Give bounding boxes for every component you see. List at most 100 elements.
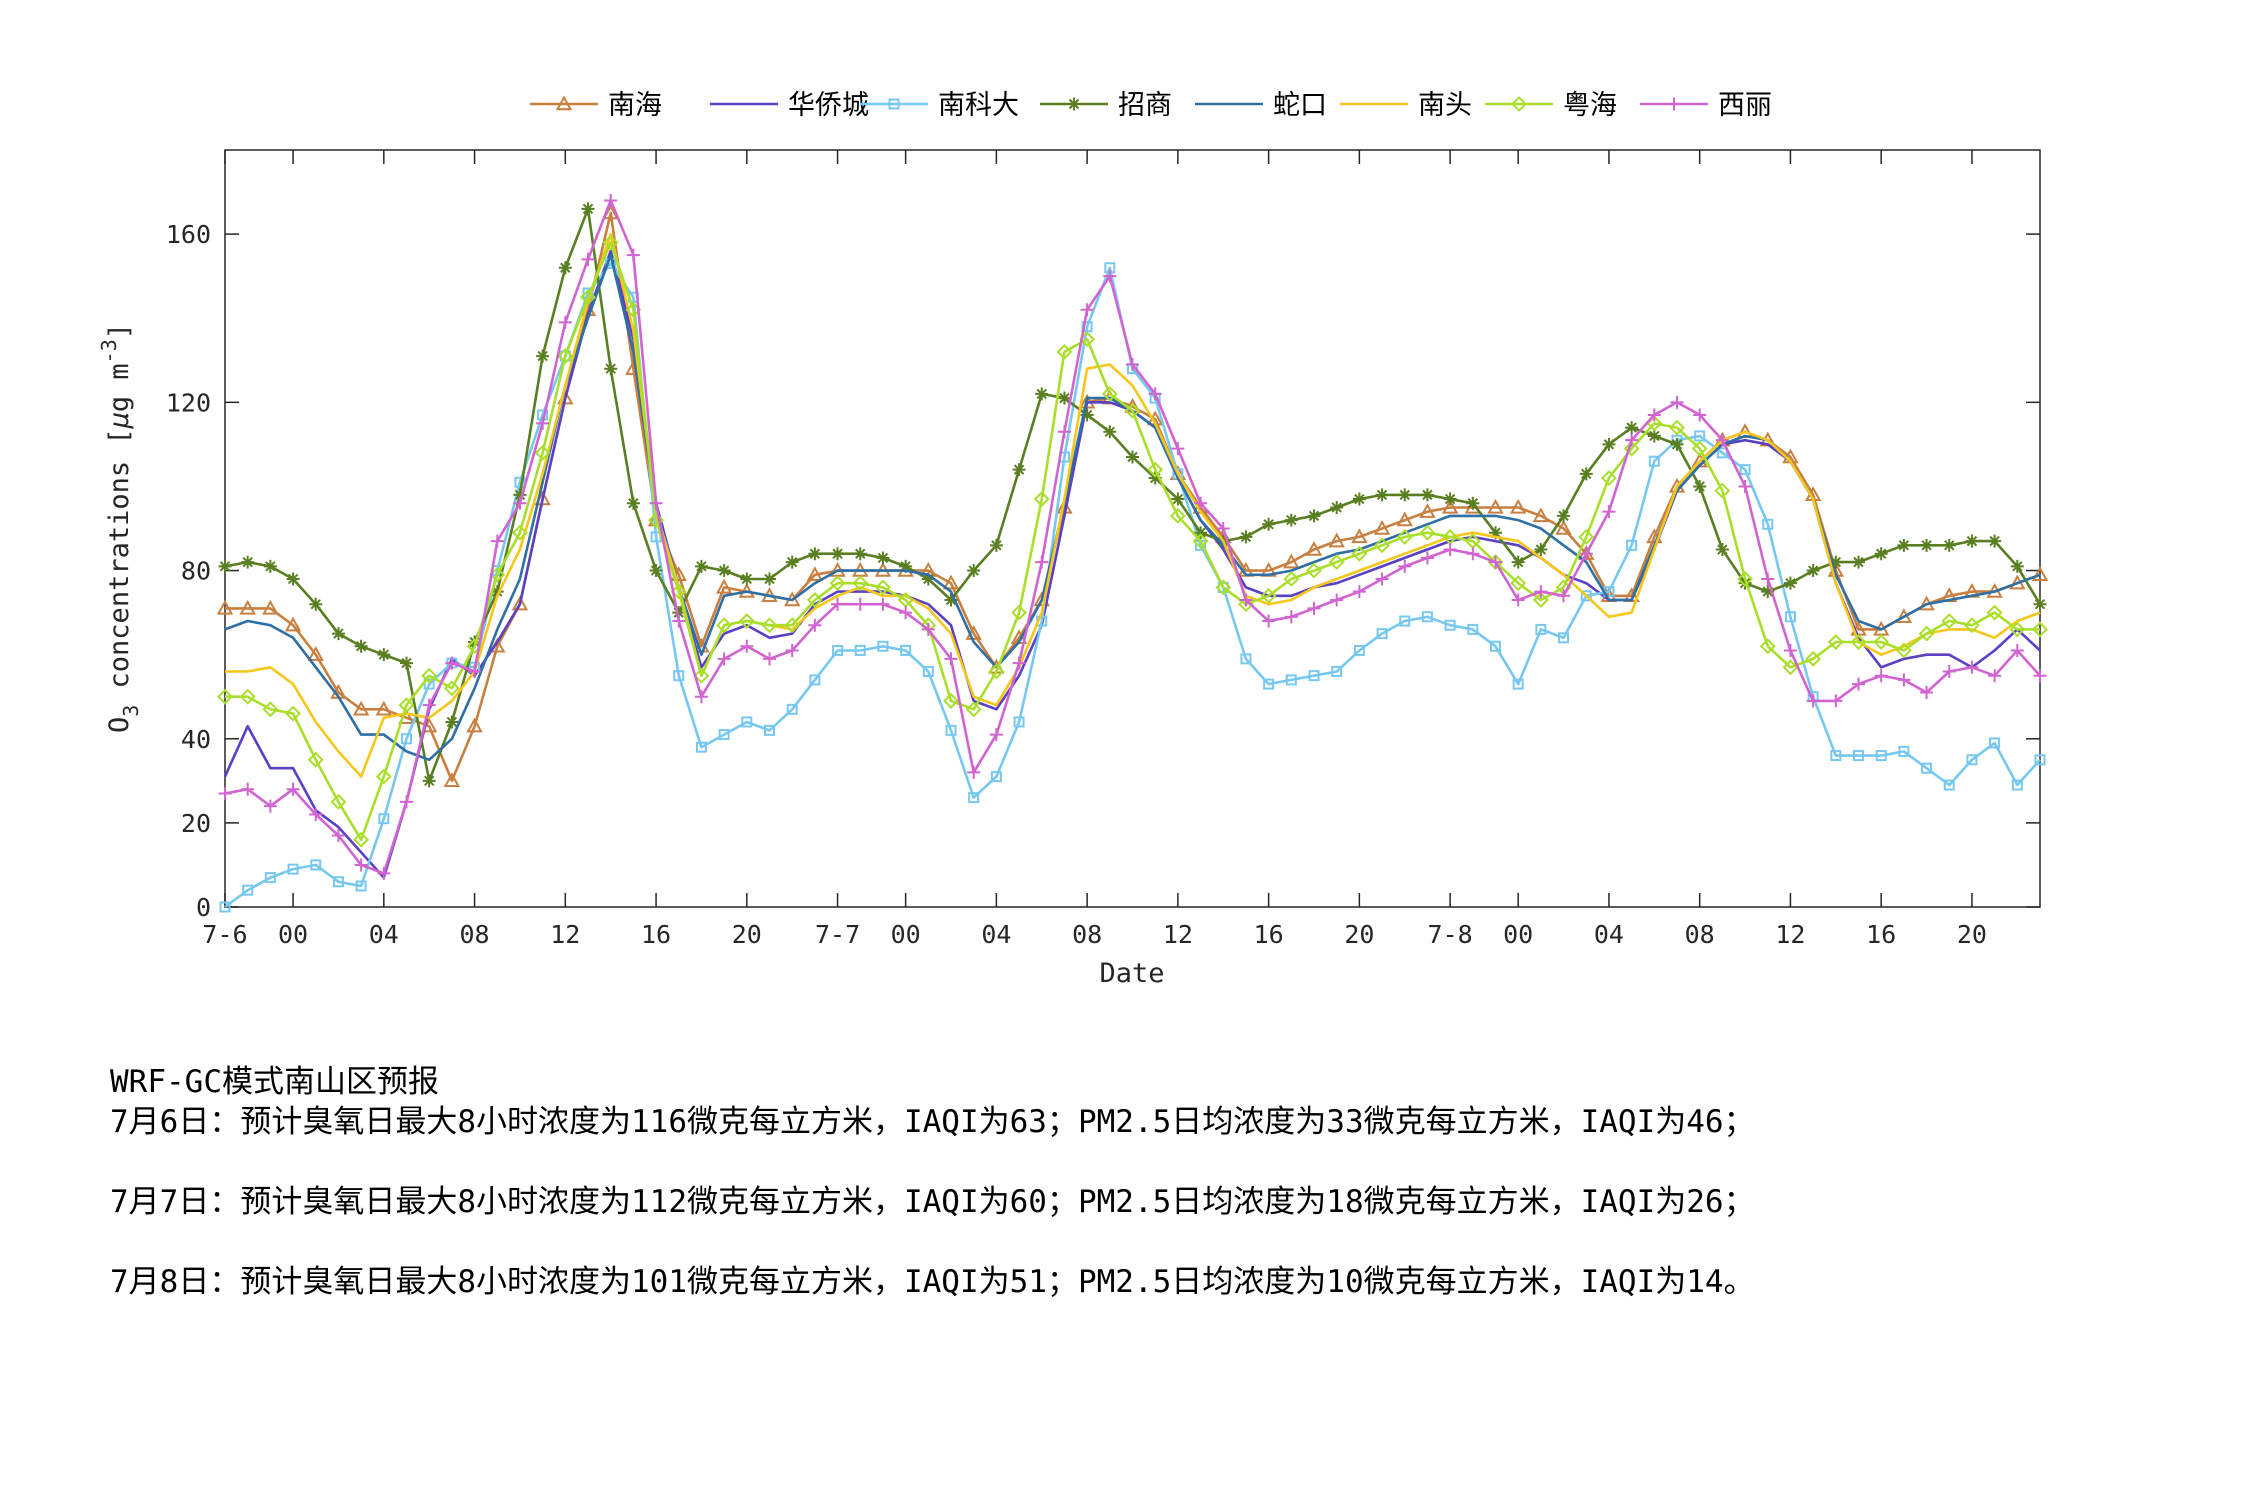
data-point <box>1013 716 1025 728</box>
data-point <box>309 597 323 611</box>
data-point <box>1194 496 1208 510</box>
data-point <box>1669 419 1685 436</box>
data-point <box>853 597 867 611</box>
data-point <box>1420 488 1434 502</box>
x-tick-label: 7-6 <box>202 920 247 949</box>
data-point <box>490 585 504 599</box>
svg-text:O3 concentrations [μg m-3]: O3 concentrations [μg m-3] <box>97 323 143 733</box>
data-point <box>1827 634 1844 650</box>
data-point <box>1487 498 1504 514</box>
data-point <box>944 652 958 666</box>
data-point <box>1217 581 1229 593</box>
data-point <box>989 538 1003 552</box>
y-tick-label: 160 <box>166 220 211 249</box>
data-point <box>1171 492 1185 506</box>
data-point <box>1509 498 1527 514</box>
data-point <box>1148 387 1162 401</box>
data-point <box>852 575 869 592</box>
data-point <box>536 349 550 363</box>
data-point <box>1988 669 2002 683</box>
data-point <box>1647 429 1661 443</box>
data-point <box>1035 555 1049 569</box>
data-point <box>2010 643 2024 657</box>
data-point <box>422 774 436 788</box>
data-point <box>968 792 980 804</box>
data-point <box>1739 464 1751 476</box>
data-point <box>1738 576 1752 590</box>
x-tick-label: 16 <box>1866 920 1896 949</box>
data-point <box>2033 669 2047 683</box>
data-point <box>1374 537 1390 554</box>
data-point <box>740 639 754 653</box>
data-point <box>1941 613 1958 629</box>
data-point <box>219 901 231 913</box>
data-point <box>2010 559 2024 573</box>
legend-item: 华侨城 <box>710 90 869 121</box>
data-point <box>1148 471 1162 485</box>
forecast-line-day3: 7月8日：预计臭氧日最大8小时浓度为101微克每立方米，IAQI为51；PM2.… <box>110 1264 1755 1300</box>
legend-marker <box>1067 97 1081 111</box>
data-point <box>1101 386 1118 402</box>
data-point <box>1376 628 1388 640</box>
data-point <box>1670 437 1684 451</box>
data-point <box>285 705 301 722</box>
x-tick-label: 12 <box>550 920 580 949</box>
data-point <box>1419 524 1436 541</box>
data-point <box>1215 579 1232 596</box>
data-point <box>1375 572 1389 586</box>
data-point <box>1490 640 1501 652</box>
data-point <box>286 572 300 586</box>
data-point <box>990 771 1002 783</box>
series-8 <box>218 193 2047 880</box>
data-point <box>398 697 415 714</box>
data-point <box>1444 619 1456 631</box>
y-axis: 0 20 40 80 120 160 <box>166 220 2040 922</box>
data-point <box>1466 496 1480 510</box>
data-point <box>1192 533 1209 550</box>
data-point <box>716 617 733 634</box>
data-point <box>352 700 370 716</box>
data-point <box>1579 547 1593 561</box>
legend-marker <box>1511 96 1527 112</box>
data-point <box>1873 634 1890 650</box>
x-tick-label: 16 <box>1254 920 1284 949</box>
data-point <box>1103 269 1117 283</box>
data-point <box>808 547 822 561</box>
data-point <box>876 551 890 565</box>
data-point <box>1443 492 1457 506</box>
data-point <box>1012 656 1026 670</box>
data-point <box>715 578 733 594</box>
x-tick-label: 12 <box>1775 920 1805 949</box>
data-point <box>988 663 1005 680</box>
data-point <box>1805 650 1822 667</box>
data-point <box>602 234 619 251</box>
data-point <box>263 559 277 573</box>
forecast-notes: WRF-GC模式南山区预报 7月6日：预计臭氧日最大8小时浓度为116微克每立方… <box>110 1062 2210 1342</box>
data-point <box>785 643 799 657</box>
data-point <box>378 813 390 825</box>
y-tick-label: 40 <box>181 725 211 754</box>
data-point <box>1194 526 1208 540</box>
legend-item: 南科大 <box>860 90 1019 121</box>
y-tick-label: 20 <box>181 809 211 838</box>
data-point <box>1283 553 1300 569</box>
data-point <box>1399 615 1411 627</box>
data-point <box>1532 507 1550 523</box>
series-line <box>225 232 2041 778</box>
data-point <box>1602 437 1616 451</box>
data-point <box>377 648 391 662</box>
x-tick-label: 20 <box>732 920 762 949</box>
data-point <box>400 656 413 670</box>
data-point <box>2034 754 2046 766</box>
data-point <box>354 858 368 872</box>
data-point <box>1081 321 1093 333</box>
legend-label: 西丽 <box>1718 90 1772 121</box>
x-tick-label: 04 <box>1594 920 1624 949</box>
data-point <box>466 717 483 733</box>
data-point <box>1623 440 1640 457</box>
data-point <box>1511 593 1525 607</box>
series-layer <box>216 193 2049 913</box>
data-point <box>1511 555 1525 569</box>
data-point <box>1737 571 1753 587</box>
data-point <box>1693 408 1707 422</box>
